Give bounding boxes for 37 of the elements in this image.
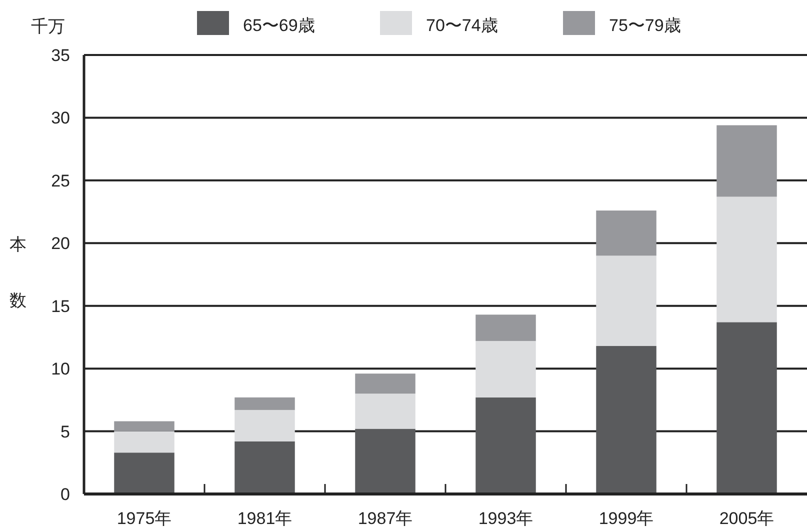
y-tick-label: 10 <box>51 360 70 379</box>
y-tick-label: 20 <box>51 234 70 254</box>
bar <box>596 346 656 494</box>
y-tick-label: 30 <box>51 108 70 128</box>
bar <box>355 428 416 494</box>
text: 千万 <box>31 17 65 36</box>
bar <box>114 421 174 432</box>
y-tick-label: 25 <box>51 171 70 190</box>
bar <box>716 125 777 197</box>
y-tick-label: 0 <box>60 485 70 504</box>
y-tick-label: 15 <box>51 296 70 316</box>
bar <box>114 452 174 494</box>
bar <box>476 397 536 494</box>
bar <box>355 374 416 394</box>
x-tick-label: 1975年 <box>116 509 172 527</box>
text: 本数 <box>10 235 26 310</box>
bar <box>234 441 295 494</box>
bar <box>476 340 536 398</box>
x-tick-label: 2005年 <box>719 509 774 527</box>
x-tick-label: 1981年 <box>237 509 292 527</box>
bar <box>716 322 777 494</box>
bar <box>476 314 536 341</box>
bar <box>596 256 656 346</box>
y-tick-label: 5 <box>60 422 70 442</box>
legend-label: 70〜74歳 <box>426 16 498 35</box>
y-tick-label: 35 <box>51 46 70 65</box>
bar <box>596 210 656 256</box>
bar <box>355 394 416 429</box>
legend-label: 75〜79歳 <box>609 16 681 35</box>
bar <box>234 397 295 410</box>
bar <box>234 410 295 442</box>
bar <box>114 431 174 453</box>
x-tick-label: 1999年 <box>598 509 654 527</box>
bar <box>716 196 777 322</box>
legend-label: 65〜69歳 <box>243 16 315 35</box>
x-tick-label: 1993年 <box>478 509 534 527</box>
x-tick-label: 1987年 <box>358 509 413 527</box>
